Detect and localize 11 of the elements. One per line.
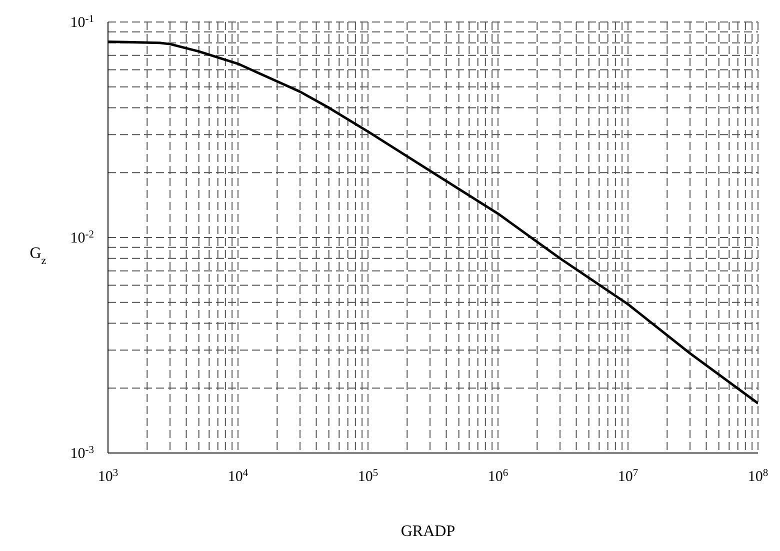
x-tick-label: 10$^{8}$ <box>748 468 768 485</box>
x-tick-label: 10$^{5}$ <box>358 468 378 485</box>
y-axis-title: G$_{z}$ <box>30 245 46 267</box>
x-axis-title: GRADP <box>400 523 456 540</box>
x-tick-label: 10$^{6}$ <box>488 468 508 485</box>
y-tick-label: 10$^{-1}$ <box>70 14 94 31</box>
y-tick-label: 10$^{-2}$ <box>70 229 94 246</box>
x-tick-label: 10$^{3}$ <box>98 468 118 485</box>
x-tick-label: 10$^{7}$ <box>618 468 638 485</box>
y-tick-label: 10$^{-3}$ <box>70 444 94 462</box>
x-tick-label: 10$^{4}$ <box>228 468 249 485</box>
